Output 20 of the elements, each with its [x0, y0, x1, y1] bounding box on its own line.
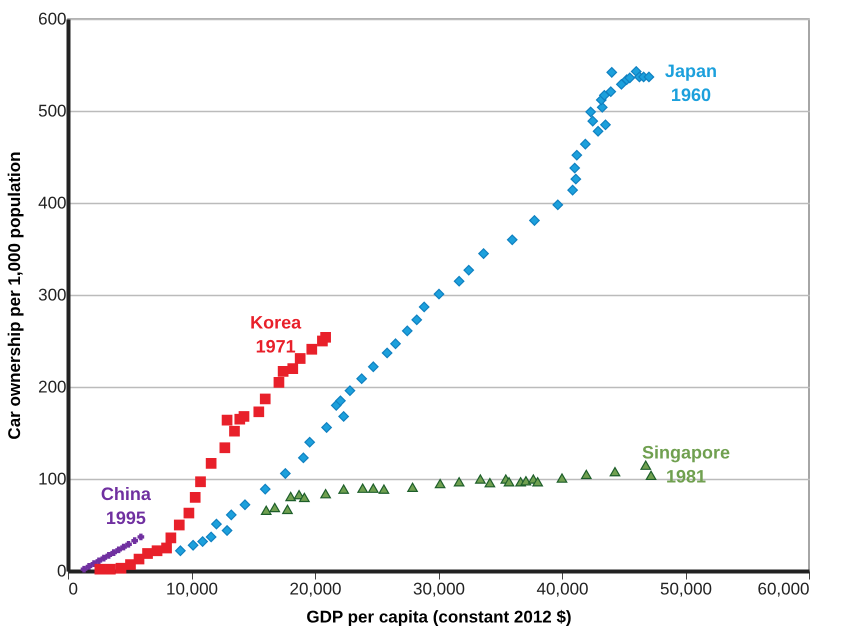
- series-label: China 1995: [100, 484, 152, 528]
- y-tick-label: 400: [38, 194, 66, 212]
- y-tick-label: 100: [38, 470, 66, 488]
- series-label: Korea 1971: [250, 312, 302, 356]
- series-label: Singapore 1981: [642, 442, 730, 486]
- y-tick-label: 0: [57, 562, 66, 580]
- x-tick-label: 30,000: [413, 580, 465, 598]
- x-tick-label: 60,000: [758, 580, 810, 598]
- y-tick-label: 300: [38, 286, 66, 304]
- y-tick-label: 600: [38, 10, 66, 28]
- x-tick-label: 20,000: [290, 580, 342, 598]
- y-tick-label: 200: [38, 378, 66, 396]
- x-axis-title: GDP per capita (constant 2012 $): [306, 608, 572, 626]
- x-tick-label: 40,000: [536, 580, 588, 598]
- series-label: Japan 1960: [664, 60, 717, 105]
- x-tick-label: 0: [68, 580, 78, 598]
- x-tick-label: 10,000: [166, 580, 218, 598]
- y-tick-label: 500: [38, 102, 66, 120]
- x-tick-label: 50,000: [660, 580, 712, 598]
- y-axis-title: Car ownership per 1,000 population: [5, 151, 24, 440]
